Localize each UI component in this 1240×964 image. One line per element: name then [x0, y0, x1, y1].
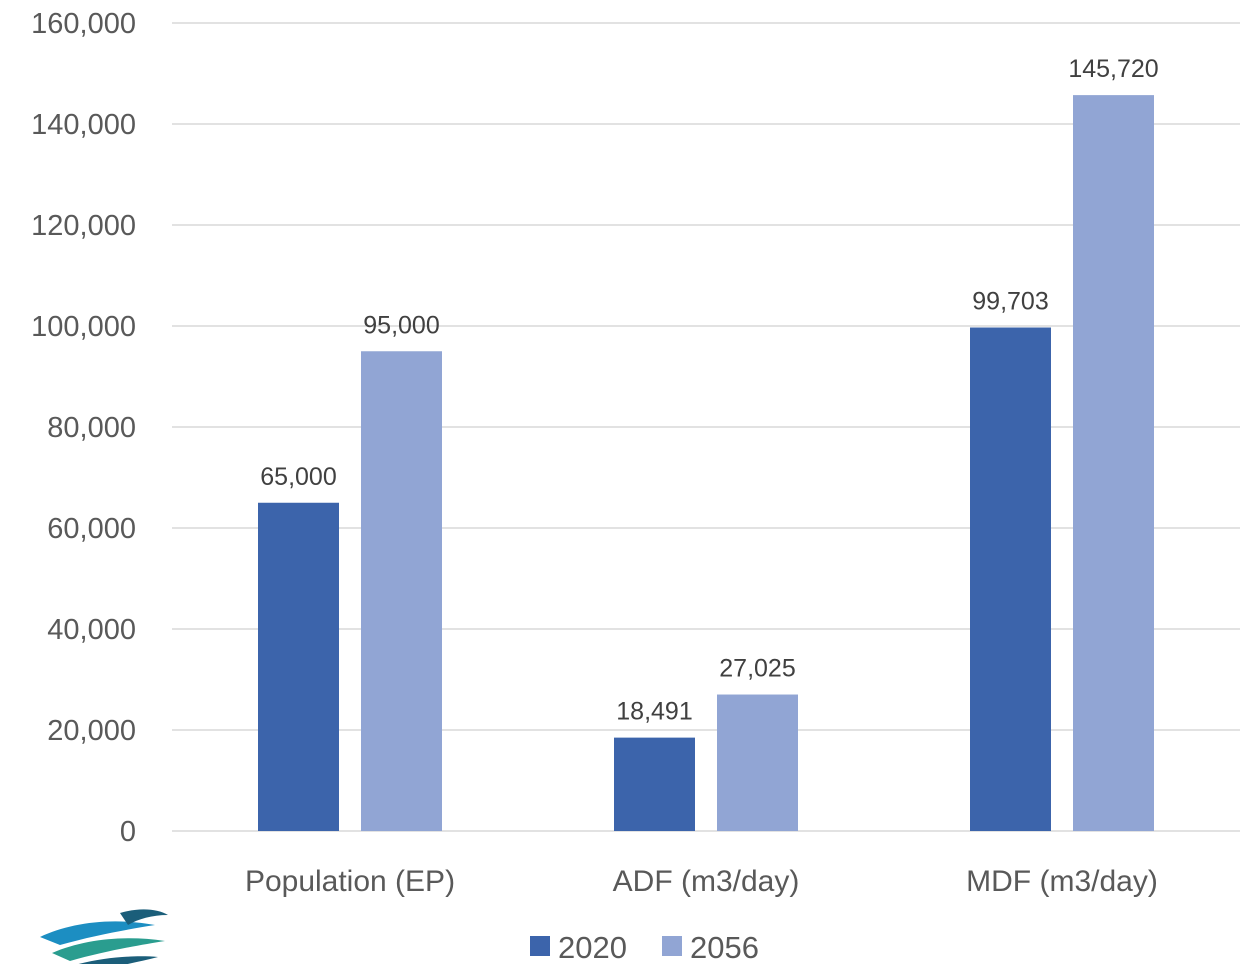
data-label: 145,720 — [1068, 55, 1158, 83]
bar-2020-1 — [614, 737, 695, 831]
bird-wave-logo-icon — [40, 909, 168, 964]
bars — [258, 95, 1154, 831]
legend: 2020 2056 — [530, 930, 759, 964]
data-label: 18,491 — [616, 698, 692, 726]
legend-label: 2056 — [690, 930, 759, 964]
data-label: 65,000 — [260, 463, 336, 491]
bar-2020-2 — [970, 327, 1051, 831]
x-axis-tick-labels: Population (EP) ADF (m3/day) MDF (m3/day) — [245, 865, 1158, 898]
legend-swatch-2020 — [530, 936, 550, 956]
bar-2020-0 — [258, 502, 339, 831]
y-tick-label: 160,000 — [31, 8, 136, 40]
x-tick-label: ADF (m3/day) — [613, 865, 800, 898]
x-tick-label: Population (EP) — [245, 865, 455, 898]
legend-label: 2020 — [558, 930, 627, 964]
y-tick-label: 0 — [120, 816, 136, 848]
data-label: 95,000 — [363, 311, 439, 339]
y-tick-label: 20,000 — [47, 715, 136, 747]
y-tick-label: 60,000 — [47, 513, 136, 545]
y-tick-label: 40,000 — [47, 614, 136, 646]
y-axis-tick-labels: 0 20,000 40,000 60,000 80,000 100,000 120,000 1… — [31, 8, 136, 848]
y-tick-label: 80,000 — [47, 412, 136, 444]
y-tick-label: 140,000 — [31, 109, 136, 141]
x-tick-label: MDF (m3/day) — [966, 865, 1158, 898]
data-labels: 65,000 95,000 18,491 27,025 99,703 145,720 — [260, 55, 1158, 726]
data-label: 27,025 — [719, 655, 795, 683]
bar-2056-1 — [717, 694, 798, 831]
gridlines — [172, 22, 1240, 832]
data-label: 99,703 — [972, 287, 1048, 315]
legend-swatch-2056 — [662, 936, 682, 956]
y-tick-label: 100,000 — [31, 311, 136, 343]
y-tick-label: 120,000 — [31, 210, 136, 242]
bar-2056-2 — [1073, 95, 1154, 831]
bar-2056-0 — [361, 351, 442, 831]
